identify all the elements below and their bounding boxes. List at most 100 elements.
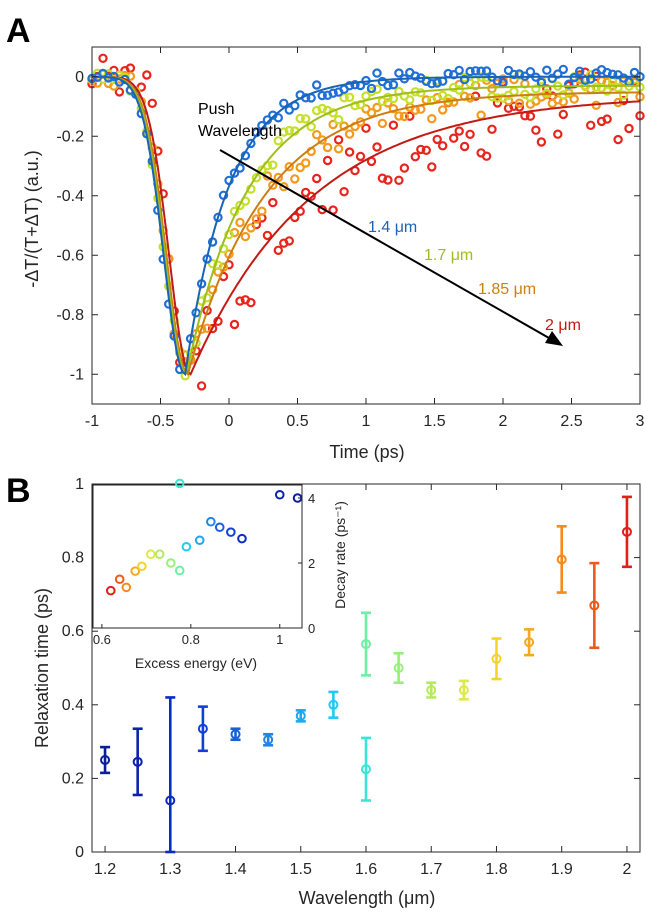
- data-marker: [459, 141, 470, 152]
- data-marker: [405, 95, 415, 105]
- inset-point: [174, 478, 185, 489]
- data-point: [295, 710, 306, 721]
- data-marker: [591, 82, 601, 92]
- data-marker: [427, 78, 437, 89]
- data-marker: [465, 66, 475, 77]
- data-marker: [383, 98, 393, 108]
- data-point: [393, 663, 404, 673]
- data-marker: [509, 86, 519, 97]
- data-marker: [405, 111, 415, 121]
- data-marker: [142, 70, 152, 80]
- inset-x-tick-label: 1: [276, 632, 283, 647]
- data-marker: [361, 123, 371, 133]
- data-marker: [246, 223, 256, 233]
- x-tick-label: 1.8: [485, 861, 507, 878]
- data-marker: [613, 82, 623, 93]
- data-marker: [372, 68, 382, 78]
- inset-point: [174, 565, 185, 576]
- data-marker: [333, 114, 344, 125]
- data-marker: [410, 151, 420, 162]
- x-tick-label: 1.3: [159, 861, 181, 878]
- data-marker: [542, 88, 552, 98]
- data-marker: [350, 79, 360, 90]
- inset-x-tick-label: 0.8: [182, 632, 200, 647]
- data-marker: [558, 109, 569, 120]
- data-marker: [454, 126, 464, 136]
- inset-point: [194, 535, 205, 546]
- data-marker: [481, 151, 492, 161]
- inset-frame: [92, 484, 303, 629]
- x-tick-label: 0.5: [286, 413, 308, 430]
- inset-point: [121, 582, 132, 593]
- x-tick-label: 1.5: [423, 413, 445, 430]
- data-marker: [284, 161, 294, 172]
- data-point: [197, 723, 208, 734]
- data-marker: [312, 80, 322, 90]
- data-marker: [399, 163, 410, 173]
- data-marker: [586, 69, 596, 80]
- data-marker: [465, 129, 475, 139]
- inset-point: [146, 549, 156, 560]
- data-marker: [564, 79, 574, 89]
- data-marker: [350, 100, 360, 111]
- x-tick-label: 2: [499, 413, 508, 430]
- data-marker: [322, 142, 333, 153]
- data-marker: [251, 214, 262, 224]
- data-marker: [394, 111, 404, 121]
- data-marker: [268, 160, 278, 170]
- data-marker: [459, 74, 470, 85]
- inset-ylabel: Decay rate (ps⁻¹): [332, 501, 348, 609]
- data-point: [458, 685, 469, 696]
- data-marker: [372, 142, 382, 152]
- data-marker: [202, 323, 212, 333]
- x-tick-label: 1: [362, 413, 371, 430]
- y-tick-label: 0.8: [62, 550, 84, 567]
- x-tick-label: 3: [636, 413, 645, 430]
- data-marker: [322, 155, 333, 166]
- panel-a-axes: -1 -0.5 0 0.5 1 1.5 2 2.5 3 0 -0.2 -0.4 -0.6 -0.8 -1: [56, 46, 645, 430]
- panel-b-chart: 1.2 1.3 1.4 1.5 1.6 1.7 1.8 1.9 200.20.40.60.81 …: [32, 476, 641, 908]
- arrow-head: [545, 331, 563, 346]
- data-marker: [240, 231, 251, 242]
- data-marker: [394, 175, 404, 185]
- data-marker: [344, 129, 355, 139]
- data-marker: [470, 91, 481, 101]
- data-marker: [531, 125, 541, 135]
- inset-point: [237, 533, 247, 544]
- x-tick-label: 1.7: [420, 861, 442, 878]
- data-marker: [273, 245, 283, 255]
- inset-y-tick-label: 2: [308, 556, 315, 571]
- data-marker: [284, 125, 294, 136]
- data-marker: [438, 76, 448, 86]
- y-tick-label: -0.4: [56, 188, 84, 205]
- data-marker: [355, 151, 366, 162]
- data-marker: [509, 69, 519, 80]
- inset-xlabel: Excess energy (eV): [135, 655, 257, 671]
- data-marker: [432, 134, 442, 145]
- data-marker: [454, 65, 464, 76]
- inset-point: [214, 522, 225, 533]
- x-tick-label: 1.9: [551, 861, 573, 878]
- data-marker: [333, 144, 344, 154]
- data-marker: [613, 134, 623, 145]
- data-marker: [279, 127, 289, 137]
- data-marker: [470, 66, 481, 76]
- inset-point: [105, 585, 116, 596]
- data-marker: [295, 162, 305, 173]
- data-marker: [273, 172, 283, 183]
- data-point: [100, 755, 111, 765]
- inset-point: [181, 541, 192, 552]
- inset-point: [226, 527, 236, 537]
- inset-y-tick-label: 4: [308, 491, 315, 506]
- data-marker: [394, 68, 404, 78]
- data-marker: [284, 105, 294, 115]
- data-marker: [147, 98, 157, 109]
- data-marker: [114, 87, 125, 97]
- data-marker: [624, 123, 634, 134]
- data-marker: [328, 119, 338, 130]
- data-marker: [366, 83, 377, 94]
- data-marker: [372, 84, 382, 95]
- data-marker: [229, 319, 240, 330]
- x-tick-label: 2.5: [560, 413, 582, 430]
- data-marker: [290, 174, 300, 184]
